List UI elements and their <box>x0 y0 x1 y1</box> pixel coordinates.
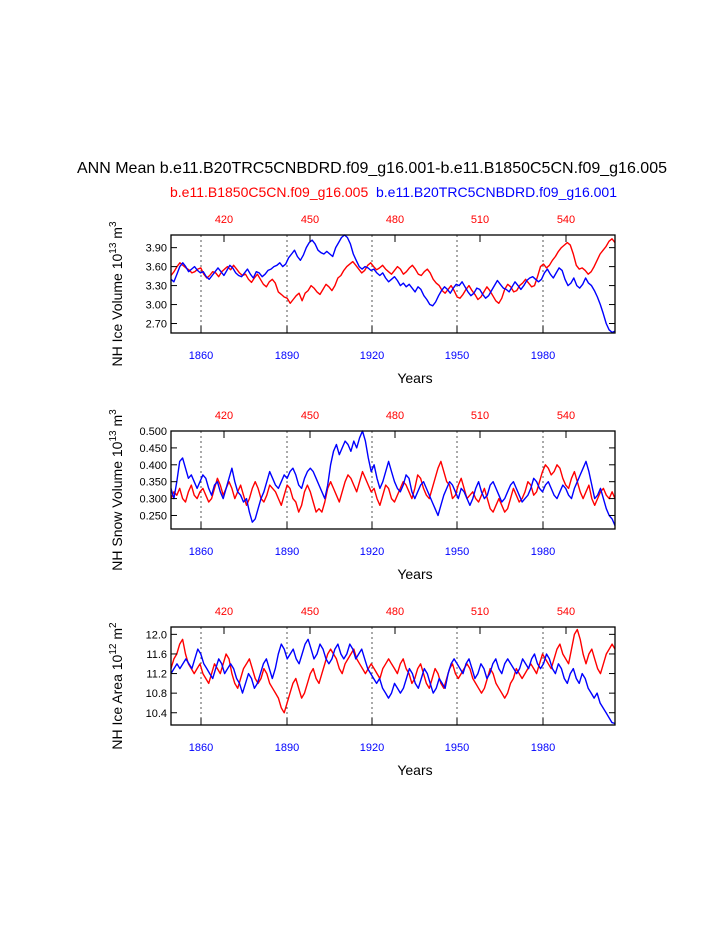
x-tick-label-bottom: 1920 <box>360 350 384 362</box>
x-tick-label-bottom: 1950 <box>445 546 469 558</box>
x-tick-label-bottom: 1890 <box>275 742 299 754</box>
series-line-red <box>170 460 616 513</box>
x-tick-label-top: 450 <box>301 606 319 618</box>
y-axis-label-part: 12 <box>108 643 119 655</box>
x-tick-label-top: 420 <box>215 606 233 618</box>
x-tick-label-top: 480 <box>386 606 404 618</box>
y-tick-label: 3.60 <box>146 262 167 274</box>
y-axis-label: NH Ice Area 1012 m2 <box>108 622 125 750</box>
plot-frame <box>170 626 616 726</box>
y-axis-label-part: NH Ice Volume 10 <box>109 253 125 366</box>
panel-2: 0.250 0.300 0.350 0.400 0.450 0.500 1860 1890 19… <box>108 409 616 582</box>
y-tick-label: 0.350 <box>139 477 167 489</box>
x-tick-label-top: 540 <box>557 606 575 618</box>
subtitle-left-red: b.e11.B1850C5CN.f09_g16.005 <box>170 184 368 200</box>
x-tick-label-top: 480 <box>386 410 404 422</box>
y-tick-label: 2.70 <box>146 319 167 331</box>
y-tick-label: 3.90 <box>146 243 167 255</box>
y-axis-label-part: 3 <box>108 221 119 227</box>
chart-panels: 2.70 3.00 3.30 3.60 3.90 1860 1890 1920 1950 1980… <box>108 214 616 778</box>
x-tick-label-bottom: 1920 <box>360 742 384 754</box>
panel-1: 2.70 3.00 3.30 3.60 3.90 1860 1890 1920 1950 1980… <box>108 214 616 386</box>
series-line-red <box>170 628 616 714</box>
y-tick-label: 0.400 <box>139 460 167 472</box>
x-tick-label-bottom: 1920 <box>360 546 384 558</box>
x-axis-label: Years <box>397 370 432 386</box>
x-axis-label: Years <box>397 762 432 778</box>
x-tick-label-bottom: 1860 <box>189 742 213 754</box>
x-tick-label-top: 510 <box>471 606 489 618</box>
x-tick-label-bottom: 1980 <box>531 742 555 754</box>
y-tick-label: 11.6 <box>146 649 167 661</box>
y-tick-label: 3.30 <box>146 281 167 293</box>
y-axis-label-part: 13 <box>108 430 119 442</box>
subtitle-right-blue: b.e11.B20TRC5CNBDRD.f09_g16.001 <box>376 184 617 200</box>
series-line-blue <box>170 234 616 334</box>
y-tick-label: 11.2 <box>146 669 167 681</box>
series-line-blue <box>170 638 616 725</box>
chart-title: ANN Mean b.e11.B20TRC5CNBDRD.f09_g16.001… <box>77 160 667 177</box>
y-tick-label: 3.00 <box>146 300 167 312</box>
y-axis-label-part: NH Snow Volume 10 <box>109 441 125 570</box>
x-tick-label-top: 450 <box>301 214 319 226</box>
x-axis-label: Years <box>397 566 432 582</box>
x-tick-label-bottom: 1980 <box>531 546 555 558</box>
x-tick-label-top: 480 <box>386 214 404 226</box>
x-tick-label-top: 420 <box>215 214 233 226</box>
y-tick-label: 0.250 <box>139 510 167 522</box>
y-axis-label-part: m <box>109 227 125 243</box>
y-tick-label: 12.0 <box>146 629 167 641</box>
y-tick-label: 10.8 <box>146 688 167 700</box>
y-axis-label-part: 2 <box>108 622 119 628</box>
y-axis-label-part: m <box>109 628 125 644</box>
y-tick-label: 0.450 <box>139 443 167 455</box>
x-tick-label-top: 540 <box>557 410 575 422</box>
series-line-blue <box>170 430 616 526</box>
x-tick-label-top: 510 <box>471 410 489 422</box>
x-tick-label-bottom: 1950 <box>445 350 469 362</box>
panel-3: 10.4 10.8 11.2 11.6 12.0 1860 1890 1920 1950 1980… <box>108 606 616 778</box>
x-tick-label-bottom: 1860 <box>189 546 213 558</box>
plot-frame <box>170 430 616 530</box>
plot-frame <box>170 234 616 334</box>
y-axis-label-part: 3 <box>108 409 119 415</box>
y-axis-label: NH Ice Volume 1013 m3 <box>108 221 125 367</box>
x-tick-label-bottom: 1950 <box>445 742 469 754</box>
x-tick-label-top: 450 <box>301 410 319 422</box>
x-tick-label-bottom: 1890 <box>275 546 299 558</box>
y-tick-label: 10.4 <box>146 708 167 720</box>
x-tick-label-bottom: 1860 <box>189 350 213 362</box>
x-tick-label-bottom: 1890 <box>275 350 299 362</box>
series-line-red <box>170 238 616 304</box>
y-axis-label-part: 13 <box>108 242 119 254</box>
y-tick-label: 0.300 <box>139 494 167 506</box>
x-tick-label-top: 420 <box>215 410 233 422</box>
y-axis-label-part: m <box>109 415 125 431</box>
y-tick-label: 0.500 <box>139 426 167 438</box>
x-tick-label-top: 540 <box>557 214 575 226</box>
x-tick-label-bottom: 1980 <box>531 350 555 362</box>
y-axis-label-part: NH Ice Area 10 <box>109 654 125 749</box>
y-axis-label: NH Snow Volume 1013 m3 <box>108 409 125 571</box>
x-tick-label-top: 510 <box>471 214 489 226</box>
